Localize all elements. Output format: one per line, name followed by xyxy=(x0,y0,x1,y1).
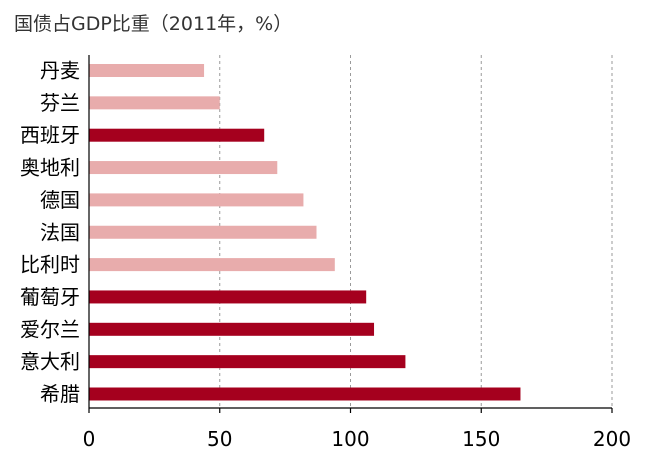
bar xyxy=(89,355,406,369)
x-tick-label: 150 xyxy=(462,427,500,451)
category-label: 希腊 xyxy=(40,382,80,406)
bar xyxy=(89,128,265,142)
x-tick-label: 200 xyxy=(593,427,631,451)
bar xyxy=(89,387,521,401)
category-label: 葡萄牙 xyxy=(20,285,80,309)
category-label: 意大利 xyxy=(20,350,80,374)
x-tick-label: 50 xyxy=(207,427,232,451)
bar xyxy=(89,258,335,272)
x-tick-label: 0 xyxy=(83,427,96,451)
bar xyxy=(89,96,220,110)
category-label: 芬兰 xyxy=(40,91,80,115)
x-tick-label: 100 xyxy=(331,427,369,451)
category-label: 西班牙 xyxy=(20,123,80,147)
category-label: 丹麦 xyxy=(40,59,80,83)
chart-title: 国债占GDP比重（2011年，%） xyxy=(14,13,292,35)
category-label: 奥地利 xyxy=(20,156,80,180)
bars xyxy=(89,64,521,401)
bar xyxy=(89,193,304,207)
category-label: 爱尔兰 xyxy=(20,317,80,341)
bar xyxy=(89,161,278,175)
x-axis: 0 50 100 150 200 xyxy=(83,55,631,451)
bar xyxy=(89,322,375,336)
bar xyxy=(89,290,367,304)
category-label: 法国 xyxy=(40,220,80,244)
bar xyxy=(89,64,205,77)
category-label: 德国 xyxy=(40,188,80,212)
category-label: 比利时 xyxy=(20,253,80,277)
bar xyxy=(89,225,317,239)
